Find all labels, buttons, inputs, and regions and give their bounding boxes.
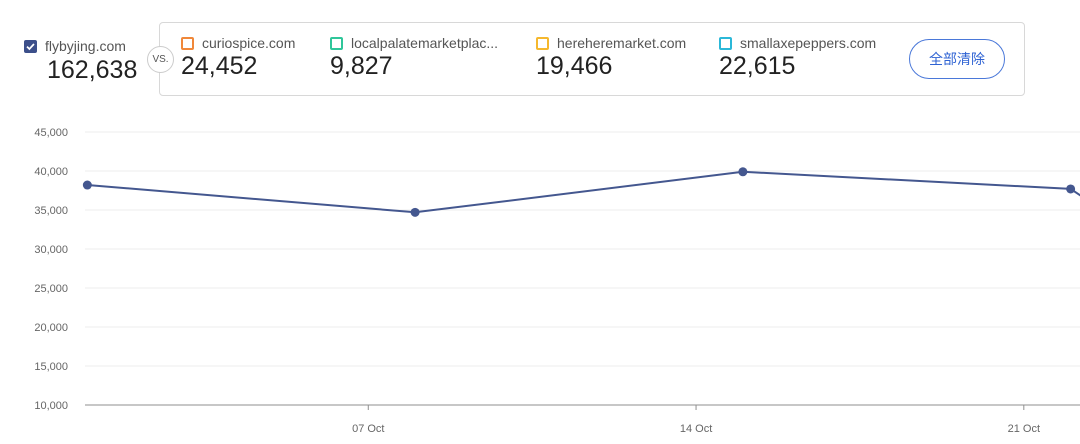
main-site-value: 162,638 xyxy=(47,56,138,84)
line-chart: 10,000 15,000 20,000 25,000 30,000 35,000 40,0… xyxy=(34,127,1080,435)
y-tick-label: 35,000 xyxy=(34,205,68,217)
data-point[interactable] xyxy=(738,167,748,177)
main-site-checkbox[interactable] xyxy=(24,39,37,53)
series-line xyxy=(87,170,1080,214)
y-axis-ticks: 10,000 15,000 20,000 25,000 30,000 35,000 40,0… xyxy=(34,127,68,412)
competitor-3-name: hereheremarket.com xyxy=(557,35,687,51)
data-point[interactable] xyxy=(1066,184,1076,194)
competitor-3-value: 19,466 xyxy=(536,52,613,80)
competitor-2-name: localpalatemarketplac... xyxy=(351,35,499,51)
clear-all-button[interactable]: 全部清除 xyxy=(909,39,1005,79)
x-tick-label: 14 Oct xyxy=(680,423,712,435)
checkmark-icon xyxy=(26,42,35,50)
data-point[interactable] xyxy=(410,207,420,217)
competitor-3: hereheremarket.com 19,466 xyxy=(536,35,686,81)
x-tick-label: 21 Oct xyxy=(1008,423,1040,435)
grid-lines xyxy=(85,131,1080,367)
competitors-panel: curiospice.com 24,452 localpalatemarketp… xyxy=(159,22,1025,96)
data-point[interactable] xyxy=(82,180,92,190)
competitor-4: smallaxepeppers.com 22,615 xyxy=(719,35,876,81)
competitor-4-value: 22,615 xyxy=(719,52,796,80)
competitor-3-checkbox[interactable] xyxy=(536,36,549,50)
y-tick-label: 10,000 xyxy=(34,400,68,412)
vs-badge: VS. xyxy=(147,46,174,73)
main-site: flybyjing.com 162,638 xyxy=(24,38,137,85)
y-tick-label: 15,000 xyxy=(34,361,68,373)
competitor-4-checkbox[interactable] xyxy=(719,36,732,50)
competitor-1: curiospice.com 24,452 xyxy=(181,35,295,81)
main-site-name: flybyjing.com xyxy=(45,38,126,54)
competitor-2-checkbox[interactable] xyxy=(330,36,343,50)
competitor-1-checkbox[interactable] xyxy=(181,36,194,50)
y-tick-label: 20,000 xyxy=(34,322,68,334)
y-tick-label: 45,000 xyxy=(34,127,68,139)
y-tick-label: 25,000 xyxy=(34,283,68,295)
y-tick-label: 30,000 xyxy=(34,244,68,256)
competitor-4-name: smallaxepeppers.com xyxy=(740,35,877,51)
x-axis-ticks: 07 Oct 14 Oct 21 Oct xyxy=(352,405,1040,435)
x-tick-label: 07 Oct xyxy=(352,423,384,435)
competitor-1-value: 24,452 xyxy=(181,52,258,80)
competitor-1-name: curiospice.com xyxy=(202,35,296,51)
y-tick-label: 40,000 xyxy=(34,166,68,178)
series xyxy=(82,167,1080,217)
competitor-2-value: 9,827 xyxy=(330,52,393,80)
competitor-2: localpalatemarketplac... 9,827 xyxy=(330,35,498,81)
